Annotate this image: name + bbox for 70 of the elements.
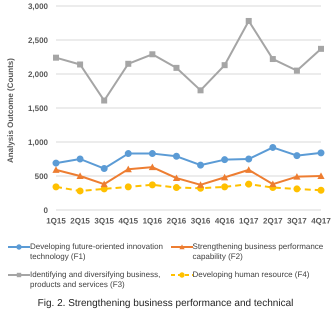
point [270,56,276,62]
x-tick-label: 4Q17 [311,216,331,226]
point [221,156,228,164]
point [221,174,228,180]
point [76,172,84,179]
point [196,181,204,188]
y-axis-title: Analysis Outcome (Counts) [6,58,15,163]
x-tick-label: 3Q15 [94,216,115,226]
y-tick-label: 3,000 [28,2,49,11]
caption: Fig. 2. Strengthening business performance and technical [36,298,294,309]
point [318,186,324,194]
y-tick-label: 2,500 [28,36,49,45]
y-tick-label: 500 [34,172,49,181]
point [53,54,59,61]
legend-label: Identifying and diversifying business, products and services (F3) [30,270,162,290]
y-tick-label: 2,000 [28,70,49,79]
point [149,51,156,58]
point [172,184,180,192]
point [245,166,252,173]
point [269,144,276,151]
x-tick-label: 2Q16 [166,216,187,226]
point [245,180,252,188]
point [197,162,204,169]
point [294,68,300,74]
point [77,61,84,68]
point [52,166,60,173]
y-tick-label: 1,000 [28,138,49,147]
x-tick-label: 2Q15 [70,216,90,226]
point [293,173,301,180]
point [100,165,108,172]
x-tick-label: 1Q16 [142,216,163,226]
point [318,149,324,156]
x-tick-label: 3Q16 [190,216,211,226]
x-tick-label: 2Q17 [263,216,284,226]
point [173,64,180,71]
point [76,156,84,162]
legend-label: Strengthening business performance capability (F2) [192,242,324,262]
point [172,152,180,160]
point [198,87,204,94]
point [148,181,156,188]
point [124,150,132,158]
point [76,187,84,194]
point [293,185,300,192]
point [124,166,132,172]
point [318,46,324,52]
point [100,180,108,188]
point [52,160,60,167]
point [52,183,60,190]
legend-label: Developing future-oriented innovation technology (F1) [30,242,164,262]
point [148,150,156,158]
point [246,18,252,24]
x-tick-label: 4Q15 [118,216,139,226]
y-tick-label: 1,500 [28,104,49,113]
point [125,60,132,67]
point [293,152,300,160]
x-tick-label: 3Q17 [287,216,308,226]
point [317,172,325,179]
point [172,174,180,182]
point [124,183,132,190]
point [245,156,252,162]
point [221,183,228,190]
x-tick-label: 1Q15 [46,216,66,226]
point [148,164,156,170]
legend-label: Developing human resource (F4) [192,270,310,280]
x-tick-label: 1Q17 [238,216,260,226]
y-tick-label: 0 [44,206,49,215]
x-tick-label: 4Q16 [214,216,235,226]
point [269,180,276,188]
point [222,62,228,68]
point [101,98,108,104]
